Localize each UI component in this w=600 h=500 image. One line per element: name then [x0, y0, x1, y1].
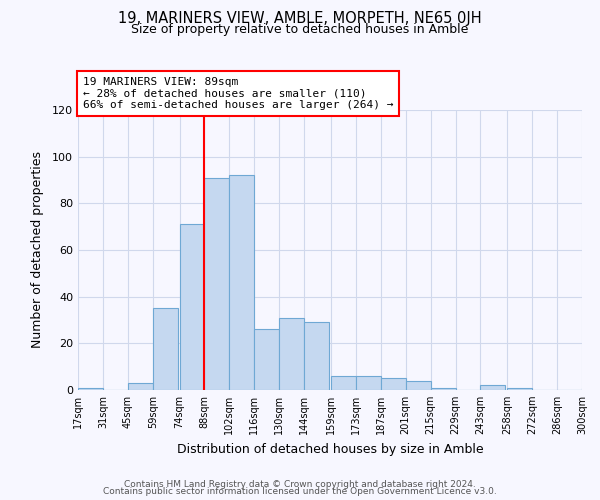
- Text: Contains HM Land Registry data © Crown copyright and database right 2024.: Contains HM Land Registry data © Crown c…: [124, 480, 476, 489]
- Bar: [381, 378, 406, 390]
- Bar: [481, 386, 505, 390]
- Bar: [431, 388, 455, 390]
- Bar: [406, 380, 431, 390]
- Bar: [304, 322, 329, 390]
- Text: 19 MARINERS VIEW: 89sqm
← 28% of detached houses are smaller (110)
66% of semi-d: 19 MARINERS VIEW: 89sqm ← 28% of detache…: [83, 77, 394, 110]
- Text: Contains public sector information licensed under the Open Government Licence v3: Contains public sector information licen…: [103, 487, 497, 496]
- Bar: [507, 388, 532, 390]
- Y-axis label: Number of detached properties: Number of detached properties: [31, 152, 44, 348]
- Bar: [78, 388, 103, 390]
- Text: Size of property relative to detached houses in Amble: Size of property relative to detached ho…: [131, 22, 469, 36]
- Bar: [128, 383, 153, 390]
- Bar: [205, 178, 229, 390]
- Bar: [179, 224, 205, 390]
- Bar: [153, 308, 178, 390]
- Bar: [279, 318, 304, 390]
- Bar: [582, 388, 600, 390]
- Bar: [356, 376, 381, 390]
- Bar: [331, 376, 356, 390]
- Bar: [229, 176, 254, 390]
- X-axis label: Distribution of detached houses by size in Amble: Distribution of detached houses by size …: [176, 442, 484, 456]
- Text: 19, MARINERS VIEW, AMBLE, MORPETH, NE65 0JH: 19, MARINERS VIEW, AMBLE, MORPETH, NE65 …: [118, 11, 482, 26]
- Bar: [254, 330, 279, 390]
